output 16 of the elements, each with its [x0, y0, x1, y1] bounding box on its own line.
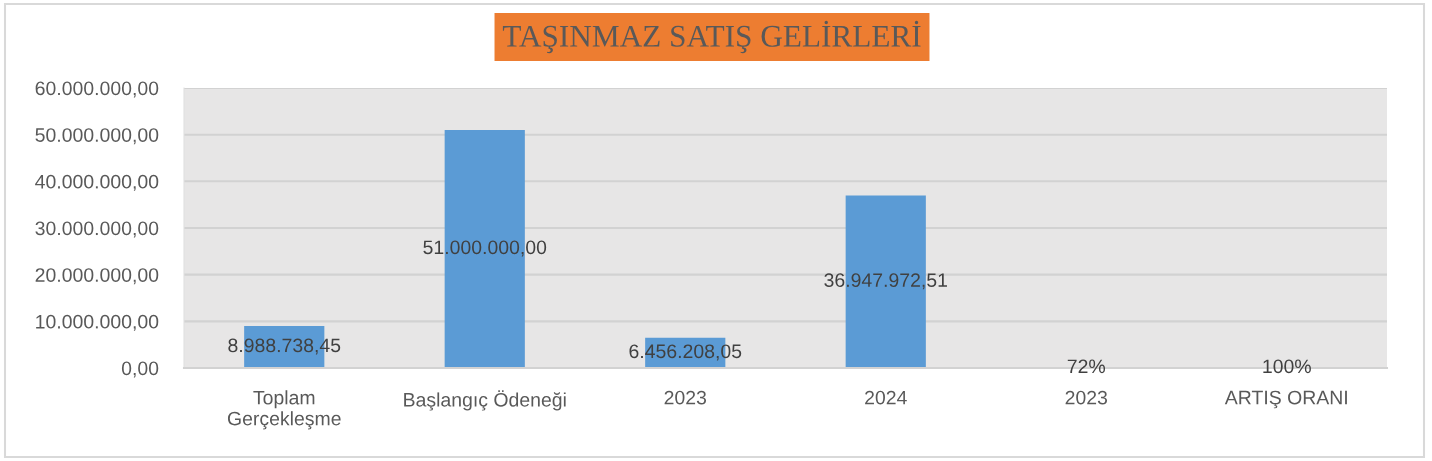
- x-tick-label: Başlangıç Ödeneği: [404, 390, 566, 411]
- y-tick-label: 60.000.000,00: [35, 81, 159, 98]
- y-tick-label: 50.000.000,00: [35, 128, 159, 145]
- x-tick-label: ARTIŞ ORANI: [1224, 390, 1347, 409]
- x-tick-label: Toplam Gerçekleşme: [227, 390, 341, 430]
- chart-title: TAŞINMAZ SATIŞ GELİRLERİ: [502, 20, 921, 54]
- y-tick-label: 20.000.000,00: [35, 268, 159, 285]
- data-label: 72%: [1067, 359, 1106, 374]
- y-tick-label: 0,00: [121, 361, 159, 378]
- x-tick-label: 2023: [1065, 390, 1108, 405]
- data-label: 100%: [1263, 359, 1311, 374]
- y-tick-label: 40.000.000,00: [35, 174, 159, 191]
- y-tick-label: 10.000.000,00: [36, 314, 159, 331]
- x-tick-label: 2024: [865, 390, 907, 405]
- y-tick-label: 30.000.000,00: [35, 221, 159, 238]
- x-tick-label: 2023: [664, 390, 707, 405]
